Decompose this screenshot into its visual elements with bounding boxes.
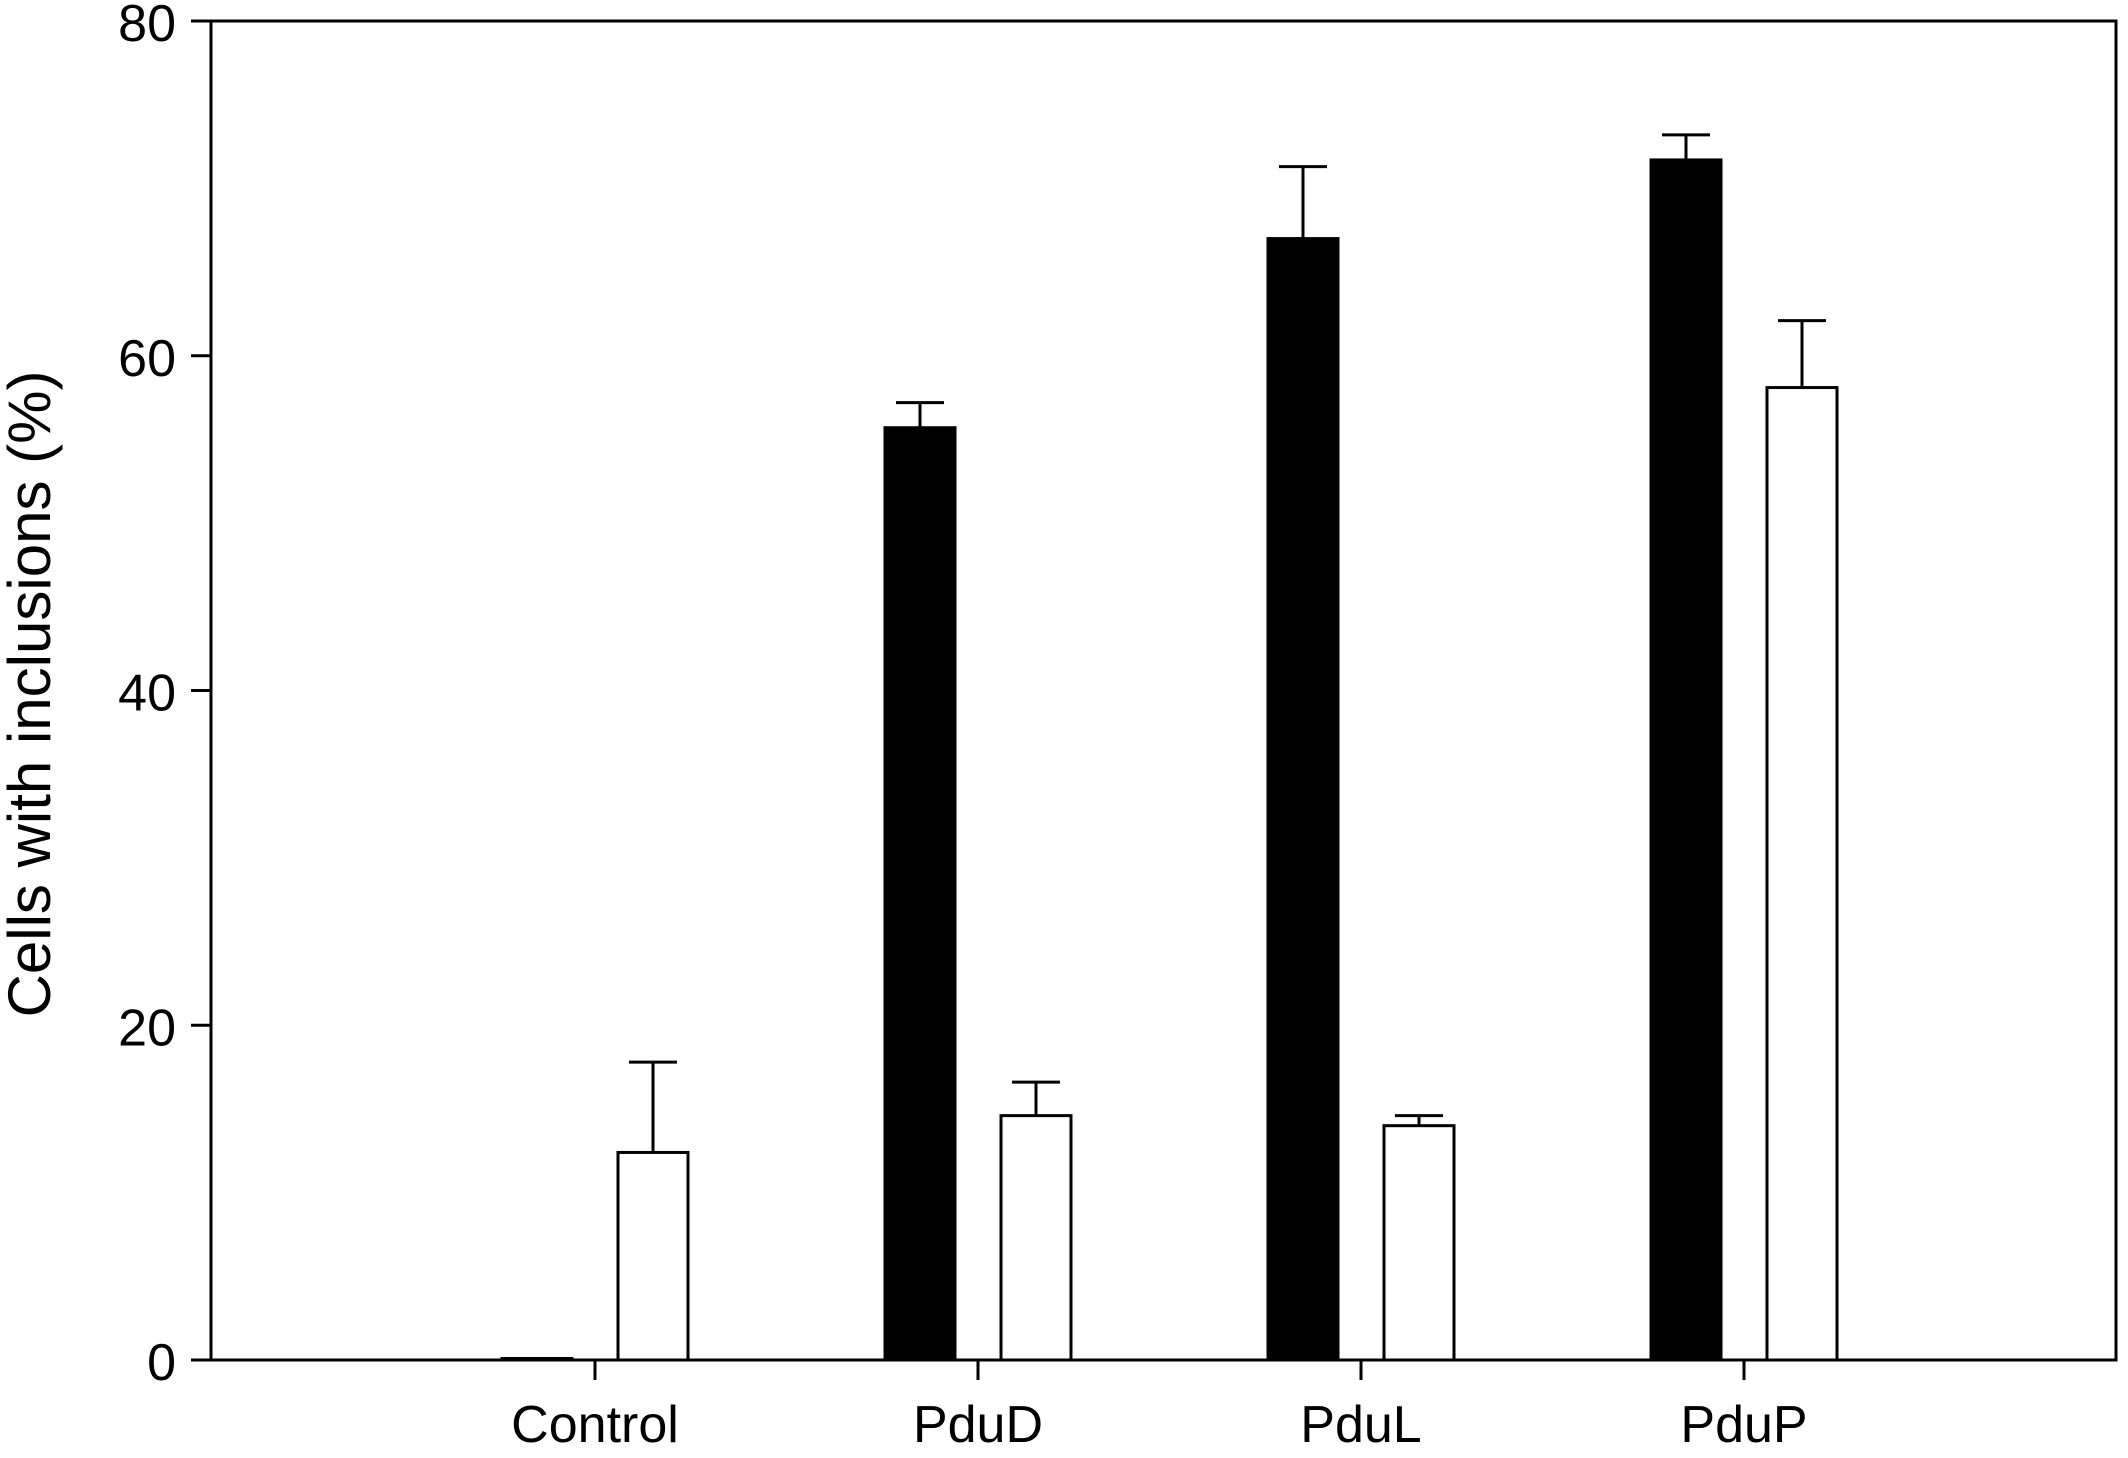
x-tick-label: PduP bbox=[1680, 1396, 1807, 1453]
y-tick-label: 0 bbox=[147, 1334, 176, 1392]
bar-open bbox=[1765, 386, 1839, 1362]
bar-filled bbox=[1649, 158, 1723, 1362]
bar-filled bbox=[1266, 237, 1340, 1362]
x-tick-label: PduL bbox=[1300, 1396, 1421, 1453]
plot-area: 0 20 40 60 80 Control PduD PduL PduP bbox=[118, 0, 2118, 1454]
x-tick-label: PduD bbox=[913, 1396, 1043, 1453]
bar-open bbox=[1382, 1124, 1456, 1362]
y-tick-label: 20 bbox=[118, 999, 176, 1057]
y-tick-label: 60 bbox=[118, 330, 176, 388]
y-axis-label: Cells with inclusions (%) bbox=[0, 371, 63, 1018]
bar-filled bbox=[883, 426, 957, 1362]
y-tick-label: 80 bbox=[118, 0, 176, 53]
bar-open bbox=[616, 1150, 690, 1362]
bar-filled bbox=[500, 1357, 574, 1362]
y-tick-label: 40 bbox=[118, 665, 176, 723]
x-tick-label: Control bbox=[511, 1396, 679, 1453]
bar-open bbox=[999, 1114, 1073, 1362]
